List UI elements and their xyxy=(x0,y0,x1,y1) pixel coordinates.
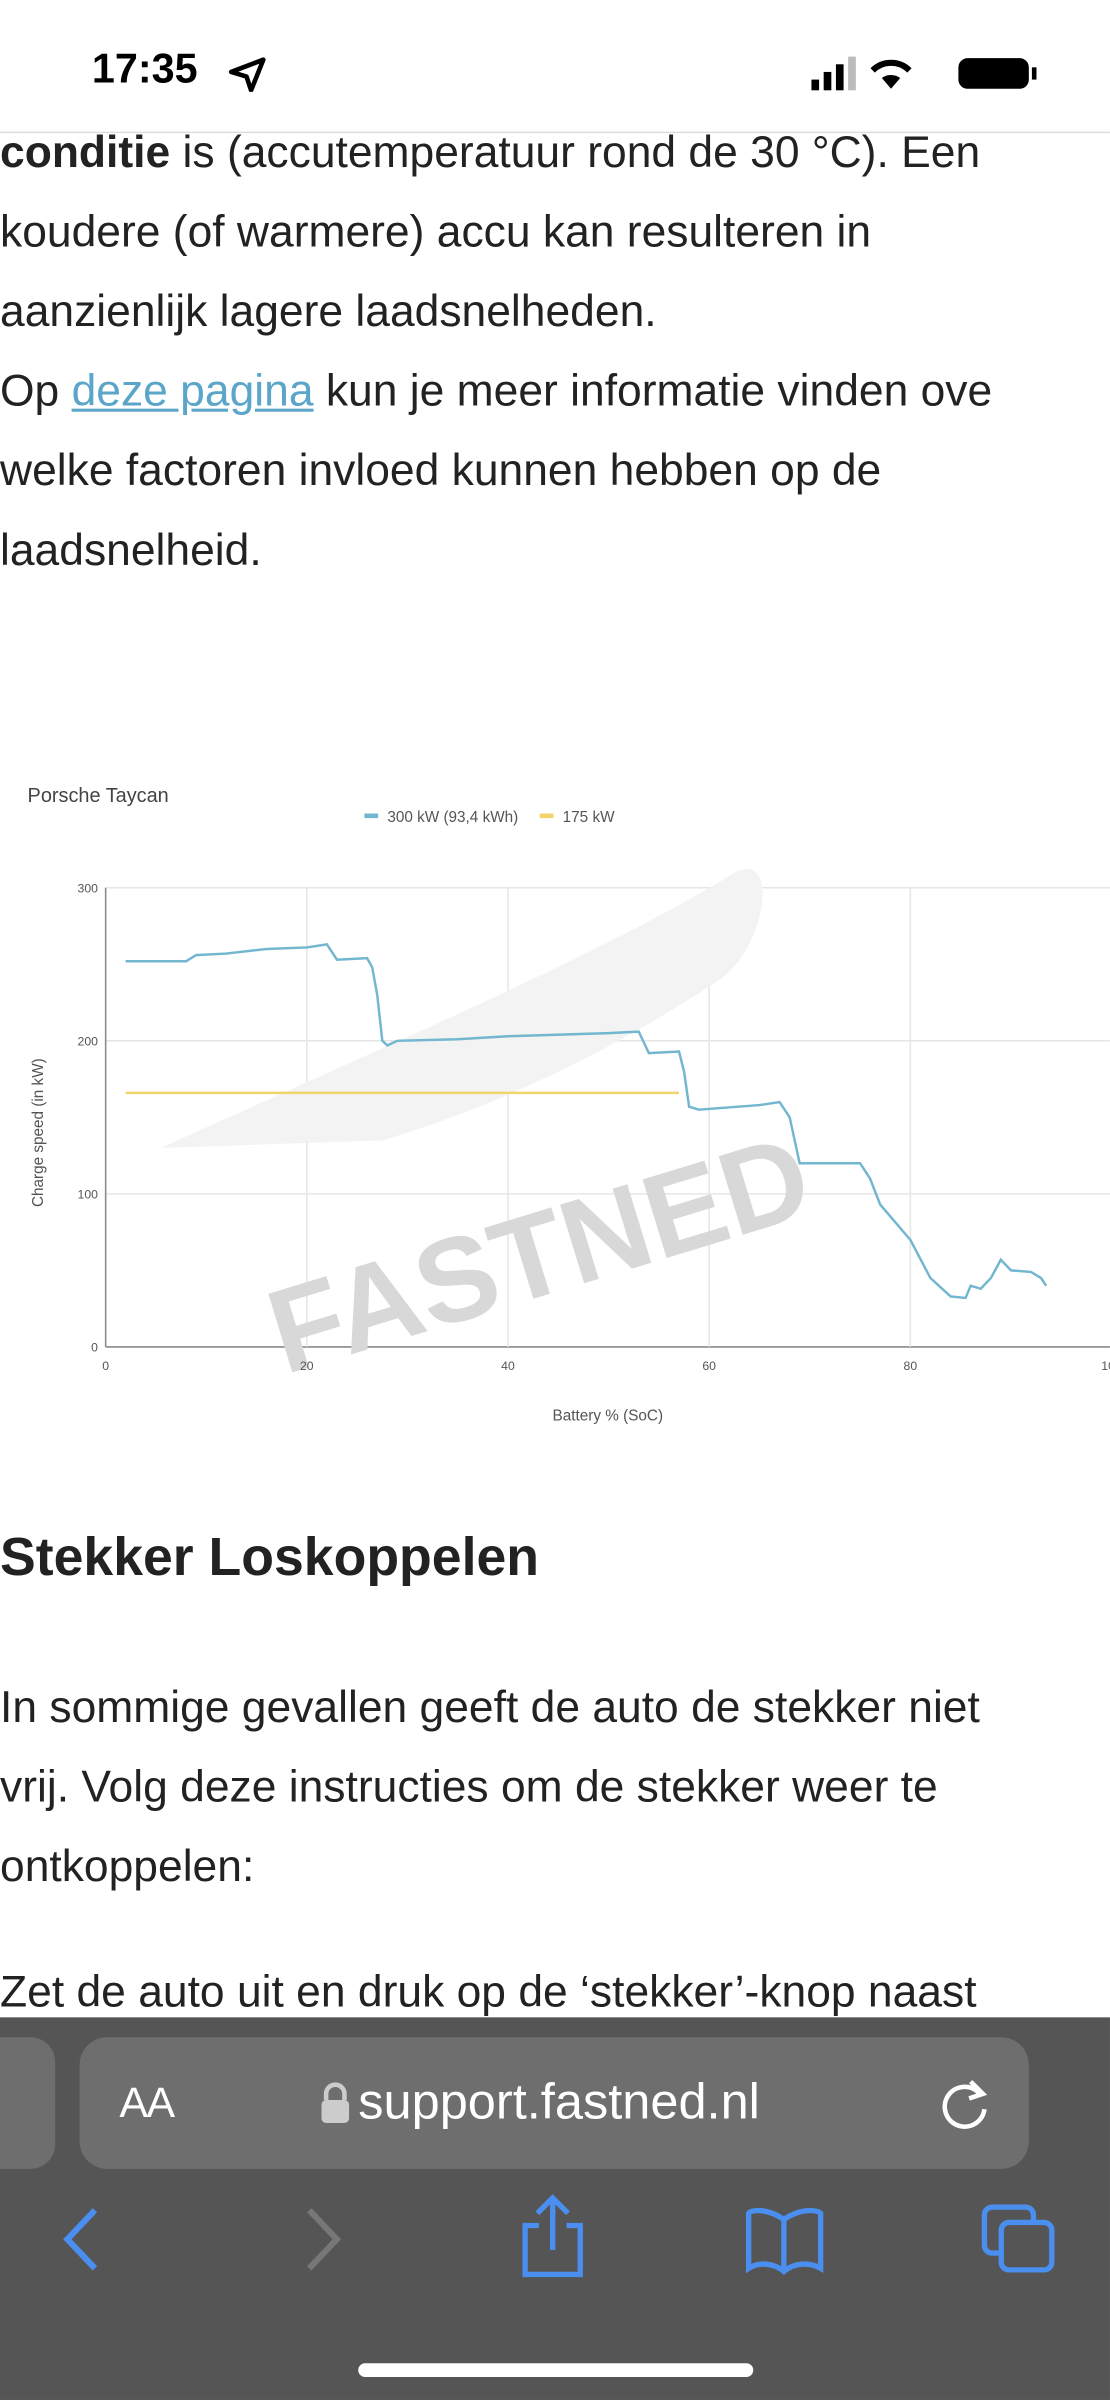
watermark-swoosh xyxy=(160,869,763,1148)
y-axis-label: Charge speed (in kW) xyxy=(30,1058,47,1207)
y-tick-label: 200 xyxy=(78,1034,99,1048)
nav-buttons xyxy=(63,2194,1055,2278)
text: koudere (of warmere) accu kan resulteren… xyxy=(0,208,872,258)
text-line: Op deze pagina kun je meer informatie vi… xyxy=(0,361,1110,422)
chart: Porsche Taycan Charge speed (in kW) Batt… xyxy=(28,785,1110,1424)
x-tick-label: 0 xyxy=(102,1359,109,1373)
text: kun je meer informatie vinden ove xyxy=(313,367,993,417)
status-time: 17:35 xyxy=(91,45,198,92)
previous-tab[interactable] xyxy=(0,2037,56,2169)
data-line xyxy=(125,943,1048,1300)
text-line: vrij. Volg deze instructies om de stekke… xyxy=(0,1763,938,1813)
watermark: FASTNED xyxy=(253,1110,825,1400)
chart-title: Porsche Taycan xyxy=(28,785,169,807)
home-indicator xyxy=(358,2363,754,2378)
text-line: Zet de auto uit en druk op de ‘stekker’-… xyxy=(0,1968,977,2018)
text-line: conditie is (accutemperatuur rond de 30 … xyxy=(0,122,1110,183)
x-tick-label: 80 xyxy=(904,1359,918,1373)
status-icons xyxy=(811,56,1037,91)
back-button[interactable] xyxy=(63,2208,98,2271)
text-line: aanzienlijk lagere laadsnelheden. xyxy=(0,282,1110,343)
link[interactable]: deze pagina xyxy=(71,367,314,417)
location-icon xyxy=(228,57,266,92)
reload-button[interactable] xyxy=(934,2075,995,2136)
text: Op xyxy=(0,367,72,417)
text-line: laadsnelheid. xyxy=(0,520,1110,581)
y-tick-label: 0 xyxy=(91,1341,98,1355)
tabs-button[interactable] xyxy=(981,2204,1055,2273)
x-tick-label: 40 xyxy=(501,1359,515,1373)
legend-label: 300 kW (93,4 kWh) xyxy=(387,809,518,826)
text-line: In sommige gevallen geeft de auto de ste… xyxy=(0,1683,980,1733)
bold-text: conditie xyxy=(0,128,171,178)
legend-label: 175 kW xyxy=(563,809,615,826)
divider xyxy=(0,131,1110,134)
bookmarks-button[interactable] xyxy=(745,2207,824,2275)
x-axis-label: Battery % (SoC) xyxy=(553,1407,664,1424)
text: welke factoren invloed kunnen hebben op … xyxy=(0,446,882,496)
share-button[interactable] xyxy=(522,2194,583,2278)
text-size-button[interactable]: AA xyxy=(119,2078,175,2127)
y-tick-label: 100 xyxy=(78,1187,99,1201)
y-tick-label: 300 xyxy=(78,881,99,895)
text-line: welke factoren invloed kunnen hebben op … xyxy=(0,441,1110,502)
x-tick-label: 60 xyxy=(702,1359,716,1373)
lock-icon xyxy=(321,2082,350,2123)
address-bar[interactable] xyxy=(79,2037,1029,2169)
url[interactable]: support.fastned.nl xyxy=(358,2072,760,2130)
text-line: koudere (of warmere) accu kan resulteren… xyxy=(0,202,1110,263)
x-tick-label: 20 xyxy=(300,1359,314,1373)
text: aanzienlijk lagere laadsnelheden. xyxy=(0,287,657,337)
section-heading: Stekker Loskoppelen xyxy=(0,1527,540,1588)
forward-button[interactable] xyxy=(307,2208,342,2271)
text: laadsnelheid. xyxy=(0,526,262,576)
text-line: ontkoppelen: xyxy=(0,1842,255,1892)
x-tick-label: 100 xyxy=(1101,1359,1110,1373)
text: is (accutemperatuur rond de 30 °C). Een xyxy=(170,128,981,178)
